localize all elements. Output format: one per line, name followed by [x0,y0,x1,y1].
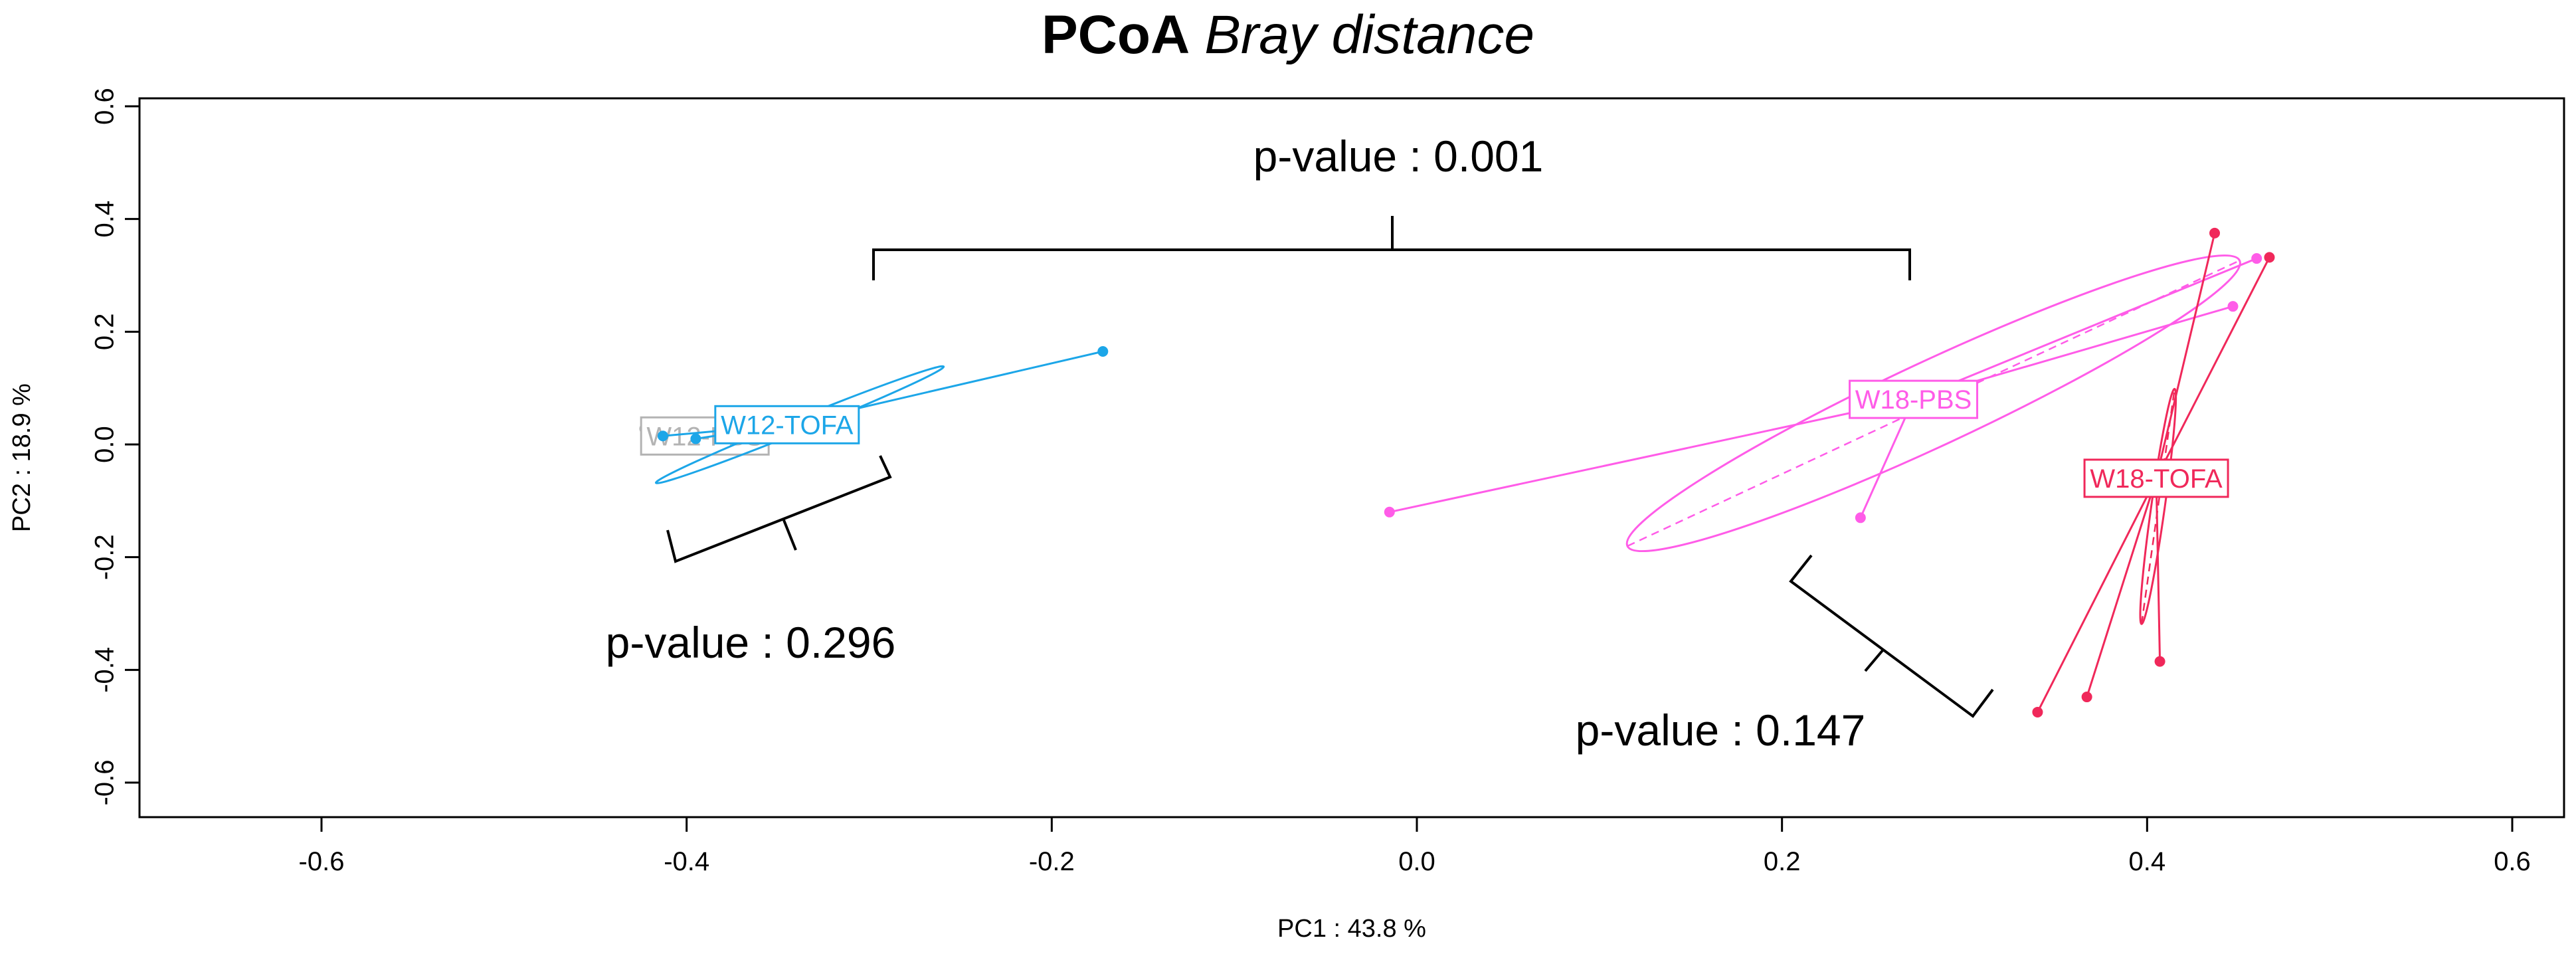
data-point [2081,692,2092,703]
spoke [1859,399,1914,518]
y-tick-label: 0.6 [90,88,120,125]
y-tick-label: -0.6 [90,760,120,806]
x-tick-label: -0.4 [664,847,709,876]
x-tick-label: -0.2 [1029,847,1075,876]
x-axis: -0.6 -0.4 -0.2 0.0 0.2 0.4 0.6 [299,816,2531,876]
data-point [657,430,668,442]
data-point [2209,227,2221,238]
data-point [2154,656,2165,667]
label-box [2083,458,2229,498]
series-w12-tofa: W12-TOFA [654,346,1109,484]
x-tick-label: 0.2 [1764,847,1801,876]
pvalue-w18: p-value : 0.147 [1576,706,1866,755]
data-point [1384,506,1395,518]
x-axis-label: PC1 : 43.8 % [1277,915,1426,943]
label-text: W18-PBS [1855,385,1972,415]
pvalue-w12: p-value : 0.296 [606,618,896,667]
spoke [2086,478,2158,698]
y-axis: -0.6 -0.4 -0.2 0.0 0.2 0.4 0.6 [90,88,141,806]
spoke [1912,257,2257,401]
y-tick-label: -0.2 [90,534,120,580]
y-tick-label: 0.2 [90,314,120,351]
bracket-overall [872,216,1911,280]
y-tick-label: 0.0 [90,426,120,463]
spoke [1389,398,1914,514]
x-tick-label: 0.0 [1398,847,1435,876]
label-box [714,405,860,444]
bracket-w18 [1789,554,1994,718]
label-text: W18-TOFA [2090,464,2223,494]
data-point [2227,301,2239,312]
plot-frame [138,97,2565,818]
group-label-w18-pbs: W18-PBS [1849,379,1979,419]
chart-title-main: PCoA [1042,5,1190,65]
chart-title-italic: Bray distance [1204,5,1534,65]
y-tick-label: 0.4 [90,201,120,238]
x-tick-label: 0.4 [2129,847,2166,876]
pvalue-overall: p-value : 0.001 [1253,132,1544,181]
data-point [2264,252,2275,263]
spoke [2155,233,2216,479]
group-label-w18-tofa: W18-TOFA [2083,458,2229,498]
data-point [690,433,701,444]
data-point [1097,346,1109,357]
chart-title: PCoA Bray distance [1042,5,1534,65]
data-point [2032,706,2043,717]
y-axis-label: PC2 : 18.9 % [8,383,36,532]
spoke [2155,256,2270,479]
data-point [1855,512,1866,524]
x-tick-label: -0.6 [299,847,345,876]
series-w18-tofa: W18-TOFA [2032,227,2275,717]
data-point [2251,253,2262,264]
bracket-w12 [666,455,892,563]
label-box [1849,379,1979,419]
spoke [2037,478,2158,713]
label-text: W12-TOFA [721,411,854,440]
series-w18-pbs: W18-PBS [1384,253,2262,553]
spoke [2155,478,2162,662]
y-tick-label: -0.4 [90,647,120,693]
group-label-w12-tofa: W12-TOFA [714,405,860,444]
x-tick-label: 0.6 [2494,847,2531,876]
